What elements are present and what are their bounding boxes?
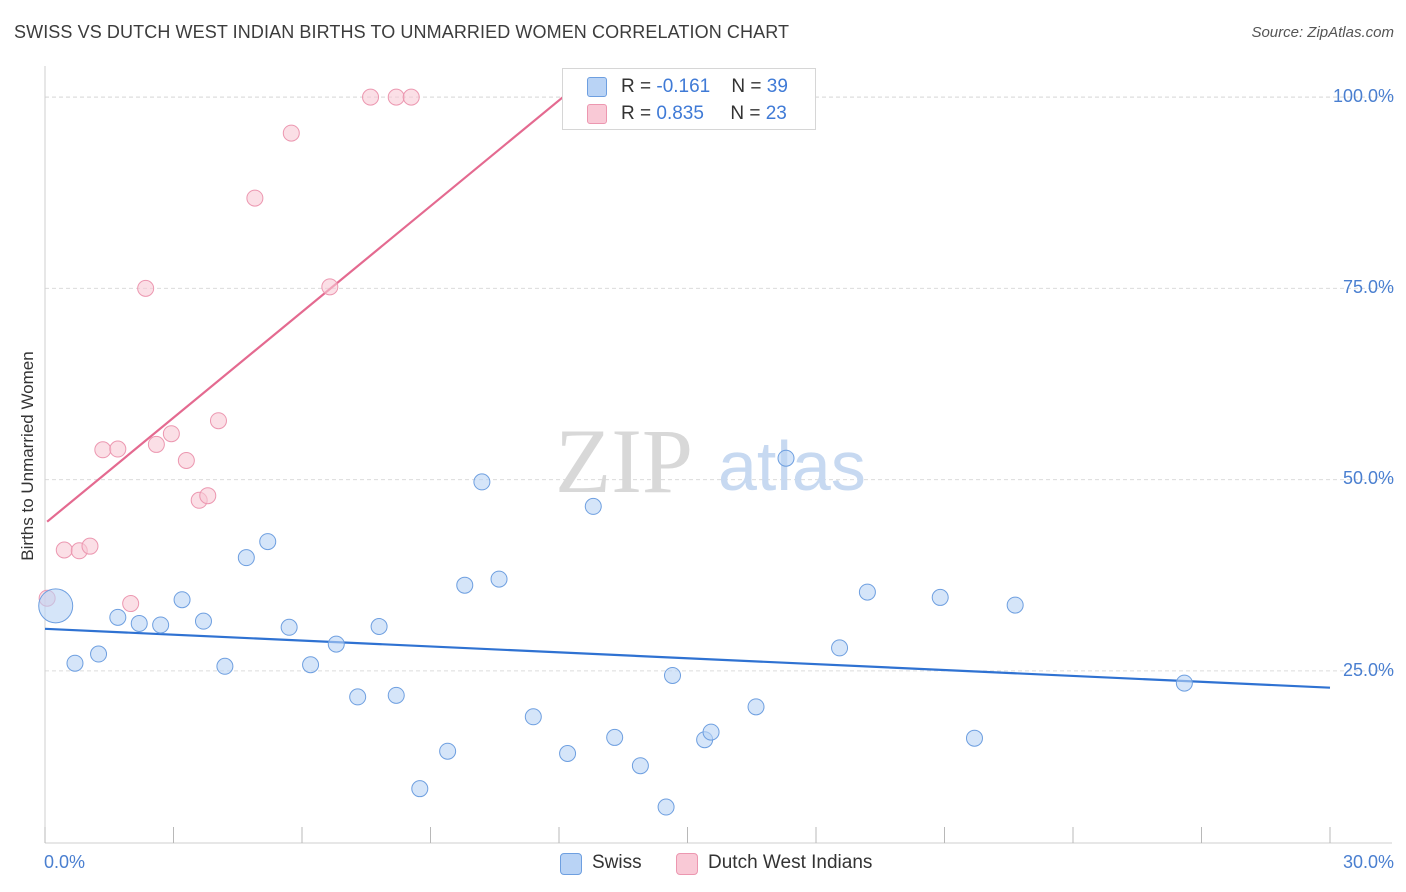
swiss-trend-line — [44, 627, 1331, 689]
y-tick-label-25: 25.0% — [1342, 660, 1394, 680]
axis-layer — [44, 66, 1392, 844]
swiss-point-2 — [90, 645, 108, 663]
legend-swatch-swiss — [560, 853, 582, 875]
dutch-point-17 — [362, 88, 380, 106]
swiss-point-15 — [370, 618, 388, 636]
y-tick-label-50: 50.0% — [1342, 468, 1394, 488]
dutch-point-6 — [122, 595, 140, 613]
swiss-point-8 — [216, 657, 234, 675]
swiss-point-16 — [387, 686, 405, 704]
swiss-point-1 — [66, 654, 84, 672]
swiss-point-13 — [327, 635, 345, 653]
dutch-point-3 — [81, 537, 99, 555]
swiss-point-11 — [280, 618, 298, 636]
y-tick-label-100: 100.0% — [1332, 86, 1394, 106]
swiss-point-27 — [657, 798, 675, 816]
swiss-point-6 — [173, 591, 191, 609]
dutch-point-15 — [282, 124, 300, 142]
dutch-point-5 — [109, 440, 127, 458]
dutch-points-layer — [38, 88, 804, 613]
swiss-point-34 — [831, 639, 849, 657]
swiss-point-28 — [664, 666, 682, 684]
swiss-point-25 — [606, 728, 624, 746]
watermark: ZIP atlas — [555, 410, 866, 512]
dutch-swatch — [587, 104, 607, 124]
swiss-point-9 — [237, 549, 255, 567]
swiss-r-label: R = — [621, 76, 657, 97]
dutch-point-10 — [177, 452, 195, 469]
stats-text-swiss: R = -0.161 N = 39 — [621, 76, 788, 98]
correlation-stats-box: R = -0.161 N = 39 R = 0.835 N = 23 — [562, 68, 816, 130]
swiss-n-value: 39 — [766, 76, 788, 97]
trend-layer — [44, 92, 1331, 689]
swiss-point-7 — [194, 612, 212, 630]
dutch-point-14 — [246, 189, 264, 207]
chart-title: SWISS VS DUTCH WEST INDIAN BIRTHS TO UNM… — [14, 22, 790, 42]
swiss-point-26 — [631, 757, 649, 775]
swiss-point-35 — [931, 588, 949, 606]
swiss-point-23 — [559, 744, 577, 762]
swiss-swatch — [587, 77, 607, 97]
legend-label-swiss: Swiss — [592, 852, 642, 873]
swiss-point-12 — [302, 656, 320, 674]
legend-swatch-dutch — [676, 853, 698, 875]
y-tick-label-75: 75.0% — [1342, 277, 1394, 297]
swiss-point-3 — [109, 608, 127, 626]
dutch-point-8 — [147, 435, 165, 453]
swiss-point-14 — [349, 688, 367, 706]
dutch-n-label: N = — [730, 103, 766, 124]
dutch-point-18 — [387, 88, 405, 106]
source-label: Source: ZipAtlas.com — [1251, 24, 1394, 41]
swiss-point-20 — [473, 473, 491, 491]
swiss-point-18 — [439, 742, 457, 760]
dutch-point-19 — [402, 88, 420, 106]
swiss-point-30 — [702, 723, 720, 741]
stats-text-dutch: R = 0.835 N = 23 — [621, 103, 787, 125]
swiss-point-5 — [152, 616, 170, 634]
watermark-zip: ZIP — [555, 410, 693, 512]
swiss-r-value: -0.161 — [656, 76, 711, 97]
swiss-point-19 — [456, 576, 474, 594]
swiss-point-24 — [584, 497, 602, 515]
y-axis-label: Births to Unmarried Women — [18, 351, 37, 561]
dutch-point-4 — [94, 441, 112, 459]
swiss-point-32 — [777, 449, 795, 467]
swiss-point-33 — [858, 583, 876, 601]
swiss-point-22 — [524, 708, 542, 726]
swiss-point-31 — [747, 698, 765, 716]
dutch-n-value: 23 — [765, 103, 787, 124]
x-tick-label-max: 30.0% — [1342, 852, 1394, 872]
dutch-point-1 — [55, 541, 73, 559]
swiss-point-17 — [411, 780, 429, 798]
swiss-points-layer — [38, 449, 1193, 816]
dutch-r-label: R = — [621, 103, 657, 124]
grid-layer — [45, 96, 1392, 672]
dutch-trend-line — [46, 92, 569, 523]
swiss-point-10 — [259, 533, 277, 551]
swiss-point-4 — [130, 614, 148, 632]
watermark-atlas: atlas — [718, 427, 866, 505]
swiss-point-21 — [490, 570, 508, 588]
dutch-r-value: 0.835 — [656, 103, 704, 124]
dutch-point-7 — [137, 279, 155, 297]
dutch-point-13 — [209, 412, 227, 430]
dutch-point-12 — [199, 487, 217, 505]
x-tick-label-min: 0.0% — [44, 852, 86, 872]
legend-label-dutch: Dutch West Indians — [708, 852, 873, 873]
swiss-point-36 — [965, 729, 983, 747]
swiss-point-0 — [38, 588, 74, 624]
dutch-point-16 — [321, 278, 339, 296]
swiss-point-37 — [1006, 596, 1024, 614]
swiss-point-38 — [1175, 674, 1193, 692]
swiss-n-label: N = — [731, 76, 767, 97]
dutch-point-9 — [162, 425, 180, 443]
